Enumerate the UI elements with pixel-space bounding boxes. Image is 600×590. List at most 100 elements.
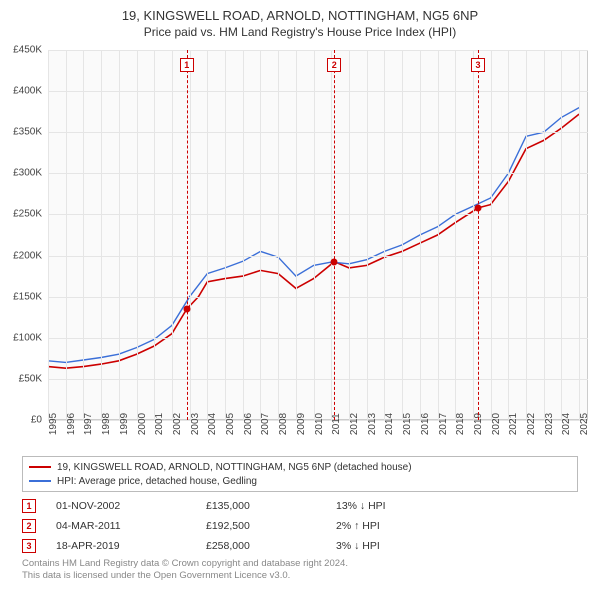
gridline-v [172,50,173,420]
xtick-label: 2023 [544,413,555,435]
legend-swatch [29,466,51,468]
xtick-label: 1997 [83,413,94,435]
marker-label-3: 3 [471,58,485,72]
event-delta: 2% ↑ HPI [336,520,446,532]
gridline-v [508,50,509,420]
gridline-h [48,297,588,298]
legend-label: HPI: Average price, detached house, Gedl… [57,476,257,487]
xtick-label: 2002 [172,413,183,435]
title-main: 19, KINGSWELL ROAD, ARNOLD, NOTTINGHAM, … [10,8,590,23]
footer-line-2: This data is licensed under the Open Gov… [22,570,578,582]
legend-swatch [29,480,51,482]
event-delta: 13% ↓ HPI [336,500,446,512]
gridline-v [438,50,439,420]
xtick-label: 2008 [278,413,289,435]
xtick-label: 2003 [190,413,201,435]
gridline-v [260,50,261,420]
event-row: 318-APR-2019£258,0003% ↓ HPI [22,536,578,556]
gridline-v [473,50,474,420]
legend-item: HPI: Average price, detached house, Gedl… [29,474,571,488]
chart-container: 19, KINGSWELL ROAD, ARNOLD, NOTTINGHAM, … [0,0,600,590]
legend-label: 19, KINGSWELL ROAD, ARNOLD, NOTTINGHAM, … [57,462,412,473]
xtick-label: 1995 [48,413,59,435]
xtick-label: 2015 [402,413,413,435]
ytick-label: £300K [0,168,42,179]
event-price: £135,000 [206,500,316,512]
gridline-v [384,50,385,420]
xtick-label: 2012 [349,413,360,435]
gridline-h [48,132,588,133]
gridline-v [296,50,297,420]
gridline-v [526,50,527,420]
ytick-label: £150K [0,291,42,302]
footer-attribution: Contains HM Land Registry data © Crown c… [22,558,578,583]
xtick-label: 2024 [561,413,572,435]
marker-point-1 [183,306,190,313]
event-index-box: 2 [22,519,36,533]
chart-plot-area: £0£50K£100K£150K£200K£250K£300K£350K£400… [48,50,588,420]
event-price: £258,000 [206,540,316,552]
xtick-label: 2011 [331,413,342,435]
gridline-v [331,50,332,420]
gridline-v [402,50,403,420]
xtick-label: 1999 [119,413,130,435]
gridline-h [48,91,588,92]
xtick-label: 2007 [260,413,271,435]
gridline-h [48,256,588,257]
marker-line-3 [478,50,479,420]
gridline-v [544,50,545,420]
gridline-v [491,50,492,420]
xtick-label: 2000 [137,413,148,435]
marker-line-2 [334,50,335,420]
gridline-v [154,50,155,420]
gridline-v [420,50,421,420]
xtick-label: 2010 [314,413,325,435]
xtick-label: 2006 [243,413,254,435]
gridline-h [48,338,588,339]
gridline-h [48,173,588,174]
xtick-label: 2001 [154,413,165,435]
ytick-label: £200K [0,250,42,261]
ytick-label: £100K [0,332,42,343]
ytick-label: £400K [0,86,42,97]
xtick-label: 2017 [438,413,449,435]
xtick-label: 2020 [491,413,502,435]
event-index-box: 1 [22,499,36,513]
xtick-label: 2014 [384,413,395,435]
xtick-label: 2025 [579,413,590,435]
xtick-label: 1996 [66,413,77,435]
gridline-v [243,50,244,420]
marker-label-2: 2 [327,58,341,72]
xtick-label: 2021 [508,413,519,435]
event-date: 01-NOV-2002 [56,500,186,512]
ytick-label: £0 [0,415,42,426]
gridline-v [119,50,120,420]
marker-point-2 [331,258,338,265]
xtick-label: 1998 [101,413,112,435]
event-row: 1 01-NOV-2002 £135,000 13% ↓ HPI [22,496,578,516]
gridline-v [225,50,226,420]
gridline-v [455,50,456,420]
gridline-v [349,50,350,420]
xtick-label: 2018 [455,413,466,435]
gridline-h [48,50,588,51]
gridline-v [137,50,138,420]
xtick-label: 2004 [207,413,218,435]
gridline-v [579,50,580,420]
xtick-label: 2005 [225,413,236,435]
gridline-v [66,50,67,420]
ytick-label: £350K [0,127,42,138]
xtick-label: 2009 [296,413,307,435]
legend-box: 19, KINGSWELL ROAD, ARNOLD, NOTTINGHAM, … [22,456,578,492]
xtick-label: 2022 [526,413,537,435]
event-delta: 3% ↓ HPI [336,540,446,552]
ytick-label: £50K [0,373,42,384]
gridline-v [314,50,315,420]
gridline-v [190,50,191,420]
event-row: 204-MAR-2011£192,5002% ↑ HPI [22,516,578,536]
title-sub: Price paid vs. HM Land Registry's House … [10,25,590,39]
gridline-h [48,214,588,215]
marker-point-3 [475,204,482,211]
xtick-label: 2013 [367,413,378,435]
gridline-h [48,379,588,380]
